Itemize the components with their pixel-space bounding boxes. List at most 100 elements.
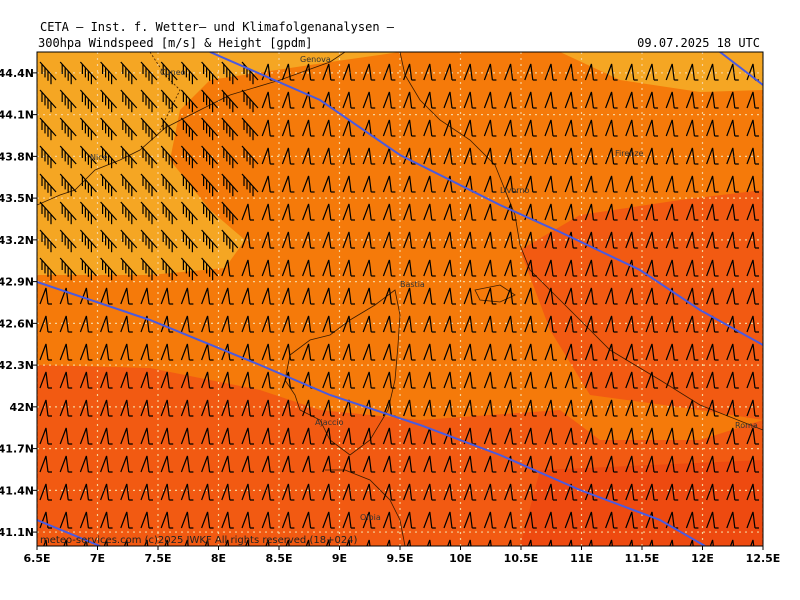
wind-barb <box>39 483 52 501</box>
wind-barb <box>403 203 416 221</box>
wind-barb <box>342 147 355 165</box>
wind-barb <box>362 231 376 249</box>
wind-barb <box>767 288 779 304</box>
wind-barb <box>665 231 679 249</box>
wind-barb <box>140 483 153 501</box>
wind-barb <box>527 539 533 546</box>
wind-barb <box>483 175 497 193</box>
wind-barb <box>504 91 517 109</box>
wind-barb <box>221 511 234 529</box>
wind-barb <box>79 343 93 361</box>
wind-barb <box>685 371 699 389</box>
wind-barb <box>362 511 376 529</box>
wind-barb <box>160 201 178 225</box>
wind-barb <box>322 203 335 221</box>
wind-barb <box>463 315 477 333</box>
wind-barb <box>281 259 295 277</box>
wind-barb <box>241 145 259 169</box>
wind-barb <box>564 119 578 137</box>
wind-barb <box>201 117 219 141</box>
wind-barb <box>584 147 598 165</box>
wind-barb <box>726 455 739 473</box>
wind-barb <box>281 175 295 193</box>
wind-barb <box>160 287 174 305</box>
wind-barb <box>665 259 679 277</box>
city-label-firenze: Firenze <box>615 149 644 158</box>
wind-barb <box>605 511 618 529</box>
wind-barb <box>362 399 376 417</box>
wind-barb <box>685 399 699 417</box>
wind-barb <box>180 315 194 333</box>
wind-barb <box>120 371 133 389</box>
wind-barb <box>504 371 517 389</box>
wind-barb <box>406 539 411 546</box>
lat-tick-label: 42N <box>9 401 34 414</box>
wind-barb <box>322 371 335 389</box>
wind-barb <box>685 63 699 81</box>
wind-barb <box>39 287 52 305</box>
wind-barb <box>645 483 658 501</box>
wind-barb <box>625 483 638 501</box>
wind-barb <box>180 287 194 305</box>
wind-barb <box>746 203 759 221</box>
wind-barb <box>665 63 679 81</box>
wind-barb <box>544 259 557 277</box>
wind-barb <box>201 257 219 281</box>
wind-barb <box>423 147 436 165</box>
wind-barb <box>302 399 315 417</box>
wind-barb <box>463 91 477 109</box>
wind-barb <box>241 343 254 361</box>
wind-barb <box>564 371 578 389</box>
wind-barb <box>463 203 477 221</box>
wind-barb <box>544 91 557 109</box>
wind-barb <box>706 147 719 165</box>
wind-barb <box>201 287 214 305</box>
wind-barb <box>302 231 315 249</box>
wind-barb <box>746 231 759 249</box>
wind-barb <box>201 173 219 197</box>
wind-barb <box>665 91 679 109</box>
wind-barb <box>605 483 618 501</box>
wind-barb <box>39 229 57 253</box>
wind-barb <box>584 427 598 445</box>
wind-barb <box>140 427 153 445</box>
wind-barb <box>342 511 355 529</box>
wind-barb <box>544 203 557 221</box>
wind-barb <box>605 399 618 417</box>
lat-tick-label: 43.5N <box>0 192 34 205</box>
wind-barb <box>504 455 517 473</box>
wind-barb <box>79 511 93 529</box>
wind-barb <box>645 455 658 473</box>
wind-barb <box>524 259 537 277</box>
wind-barb <box>100 61 118 85</box>
wind-barb <box>645 175 658 193</box>
wind-barb <box>120 483 133 501</box>
wind-barb <box>463 147 477 165</box>
wind-barb <box>144 539 149 546</box>
wind-barb <box>564 259 578 277</box>
wind-barb <box>524 427 537 445</box>
wind-barb <box>463 511 477 529</box>
wind-barb <box>403 483 416 501</box>
wind-barb <box>706 511 719 529</box>
wind-barb <box>706 259 719 277</box>
wind-barb <box>605 63 618 81</box>
wind-barb <box>504 427 517 445</box>
wind-barb <box>544 399 557 417</box>
wind-barb <box>767 372 779 388</box>
wind-barb <box>767 428 779 444</box>
wind-barb <box>483 91 497 109</box>
lat-tick-label: 42.9N <box>0 276 34 289</box>
wind-barb <box>645 147 658 165</box>
wind-barb <box>63 539 68 546</box>
wind-barb <box>382 315 396 333</box>
wind-barb <box>322 343 335 361</box>
wind-barb <box>706 203 719 221</box>
wind-barb <box>100 371 113 389</box>
wind-barb <box>403 455 416 473</box>
wind-barb <box>342 315 355 333</box>
wind-barb <box>221 315 234 333</box>
wind-barb <box>645 231 658 249</box>
wind-barb <box>160 229 178 253</box>
wind-barb <box>544 287 557 305</box>
